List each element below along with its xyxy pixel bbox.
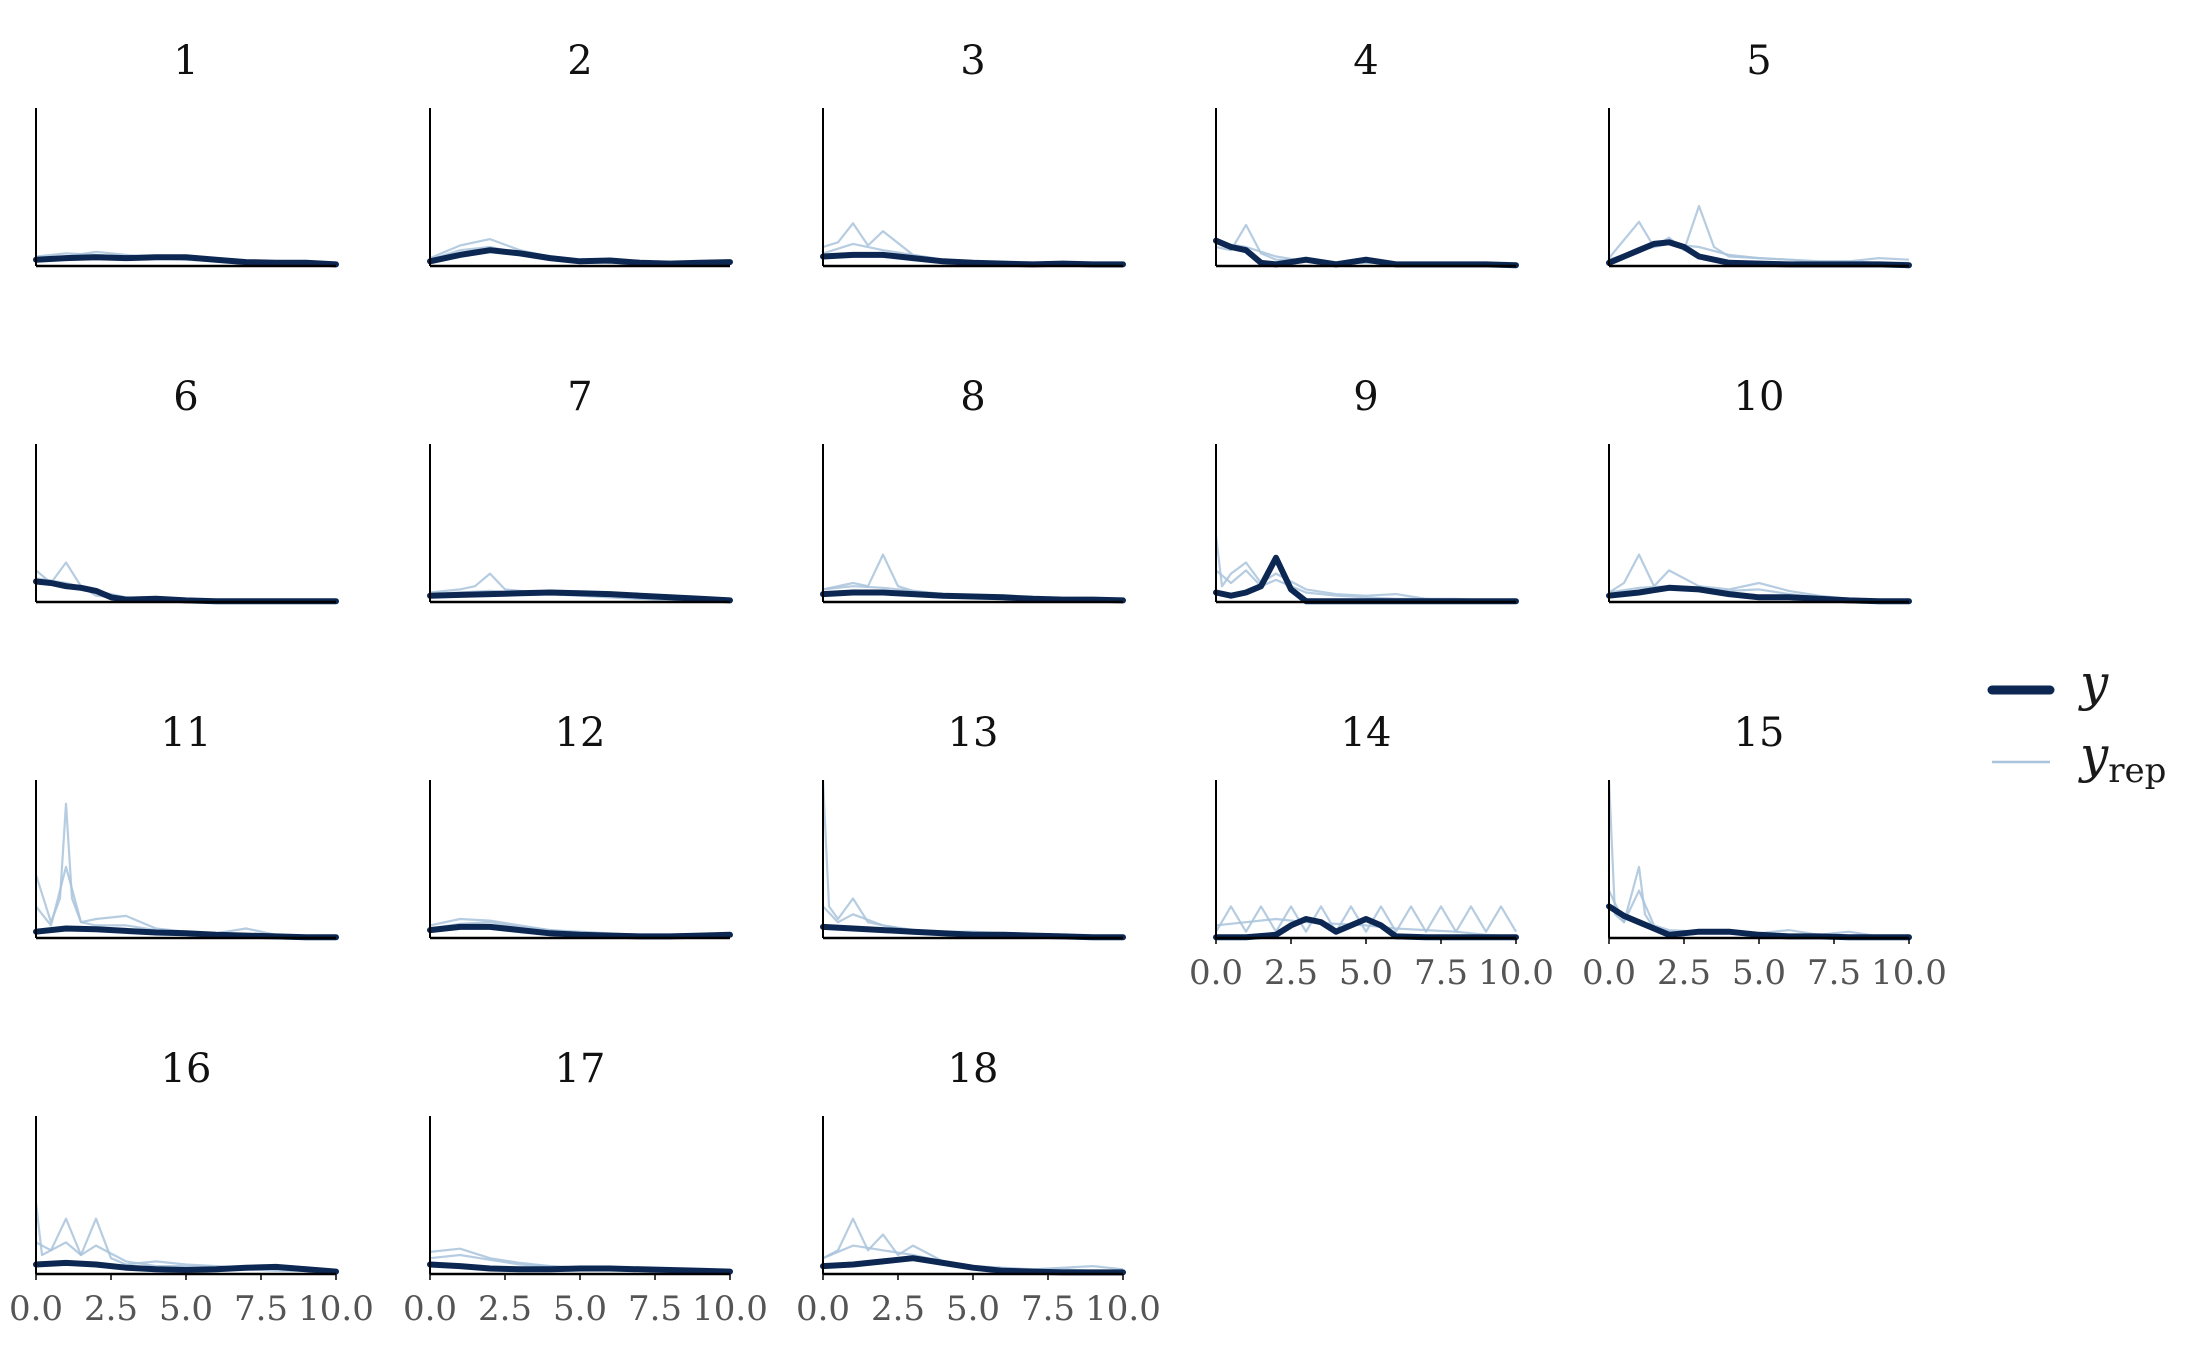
replicated-density-line: [1215, 917, 1517, 938]
panel-title: 16: [161, 1046, 212, 1092]
panel-13: 13: [820, 710, 1126, 941]
panel-title: 2: [567, 38, 592, 84]
replicated-density-line: [822, 1217, 1124, 1271]
panel-7: 7: [427, 374, 733, 604]
observed-density-line: [33, 925, 339, 941]
replicated-density-line: [1607, 779, 1909, 938]
replicated-density-line: [34, 802, 336, 938]
panel-18: 18 0.0 2.5 5.0 7.5 10.0: [796, 1046, 1161, 1329]
replicated-density-line: [1608, 553, 1909, 602]
legend: y yrep: [1987, 654, 2166, 791]
observed-density-line: [820, 251, 1126, 268]
panel-title: 12: [555, 710, 606, 756]
x-tick-label: 0.0: [403, 1289, 457, 1329]
panel-title: 3: [960, 38, 985, 84]
panel-2: 2: [427, 38, 733, 268]
x-tick-label: 0.0: [1189, 953, 1243, 993]
observed-density-line: [1213, 916, 1519, 941]
legend-replicated-label: yrep: [2078, 726, 2166, 791]
x-tick-label: 7.5: [628, 1289, 682, 1329]
observed-density-line: [33, 1259, 339, 1275]
x-tick-label: 0.0: [796, 1289, 850, 1329]
x-tick-label: 7.5: [1021, 1289, 1075, 1329]
panel-title: 17: [555, 1046, 606, 1092]
panel-title: 13: [948, 710, 999, 756]
x-tick-label: 2.5: [1657, 953, 1711, 993]
observed-density-line: [427, 247, 733, 267]
x-tick-label: 2.5: [478, 1289, 532, 1329]
observed-density-line: [33, 254, 339, 268]
legend-replicated-symbol: y: [2078, 726, 2109, 784]
panel-title: 5: [1746, 38, 1771, 84]
observed-density-line: [1213, 237, 1519, 269]
panel-14: 14 0.0 2.5 5.0 7.5 10.0: [1189, 710, 1554, 993]
observed-density-line: [820, 923, 1126, 941]
panel-16: 16 0.0 2.5 5.0 7.5 10.0: [9, 1046, 374, 1329]
x-tick-label: 10.0: [692, 1289, 768, 1329]
replicated-density-line: [822, 222, 1123, 266]
observed-density-line: [1606, 239, 1912, 269]
replicated-density-line: [821, 779, 1123, 938]
x-tick-label: 5.0: [1732, 953, 1786, 993]
panel-title: 8: [960, 374, 985, 420]
x-tick-label: 5.0: [946, 1289, 1000, 1329]
panel-10: 10: [1606, 374, 1912, 605]
panel-title: 15: [1734, 710, 1785, 756]
panel-11: 11: [33, 710, 339, 941]
panel-8: 8: [820, 374, 1126, 604]
replicated-density-line: [1214, 535, 1516, 602]
x-tick-label: 5.0: [553, 1289, 607, 1329]
x-tick-label: 10.0: [1871, 953, 1947, 993]
observed-density-line: [820, 1255, 1126, 1276]
x-tick-label: 10.0: [1085, 1289, 1161, 1329]
panel-title: 7: [567, 374, 592, 420]
x-tick-label: 2.5: [871, 1289, 925, 1329]
x-tick-label: 7.5: [234, 1289, 288, 1329]
observed-density-line: [427, 589, 733, 604]
observed-density-line: [1606, 903, 1912, 941]
x-tick-label: 10.0: [1478, 953, 1554, 993]
panel-3: 3: [820, 38, 1126, 268]
replicated-density-line: [35, 561, 336, 602]
panel-title: 1: [173, 38, 198, 84]
replicated-density-line: [35, 1241, 337, 1274]
panel-title: 14: [1341, 710, 1392, 756]
x-tick-label: 7.5: [1807, 953, 1861, 993]
panel-12: 12: [427, 710, 733, 940]
x-tick-label: 10.0: [298, 1289, 374, 1329]
x-tick-label: 5.0: [1339, 953, 1393, 993]
replicated-density-line: [1608, 204, 1910, 263]
panel-title: 6: [173, 374, 198, 420]
x-tick-label: 5.0: [159, 1289, 213, 1329]
x-tick-label: 2.5: [84, 1289, 138, 1329]
observed-density-line: [1606, 584, 1912, 605]
replicated-density-line: [1215, 905, 1517, 933]
panel-title: 4: [1353, 38, 1378, 84]
panel-title: 9: [1353, 374, 1378, 420]
panel-5: 5: [1606, 38, 1912, 269]
legend-observed-label: y: [2078, 654, 2109, 712]
panel-6: 6: [33, 374, 339, 605]
panel-1: 1: [33, 38, 339, 268]
panel-4: 4: [1213, 38, 1519, 269]
x-tick-label: 2.5: [1264, 953, 1318, 993]
x-tick-label: 0.0: [1582, 953, 1636, 993]
observed-density-line: [820, 589, 1126, 604]
legend-replicated-subscript: rep: [2108, 751, 2166, 791]
observed-density-line: [427, 923, 733, 940]
observed-density-line: [427, 1261, 733, 1275]
panel-title: 10: [1734, 374, 1785, 420]
panel-title: 11: [161, 710, 212, 756]
panel-9: 9: [1213, 374, 1519, 605]
panel-17: 17 0.0 2.5 5.0 7.5 10.0: [403, 1046, 768, 1329]
panel-15: 15 0.0 2.5 5.0 7.5 10.0: [1582, 710, 1947, 993]
panel-title: 18: [948, 1046, 999, 1092]
x-tick-label: 0.0: [9, 1289, 63, 1329]
x-tick-label: 7.5: [1414, 953, 1468, 993]
